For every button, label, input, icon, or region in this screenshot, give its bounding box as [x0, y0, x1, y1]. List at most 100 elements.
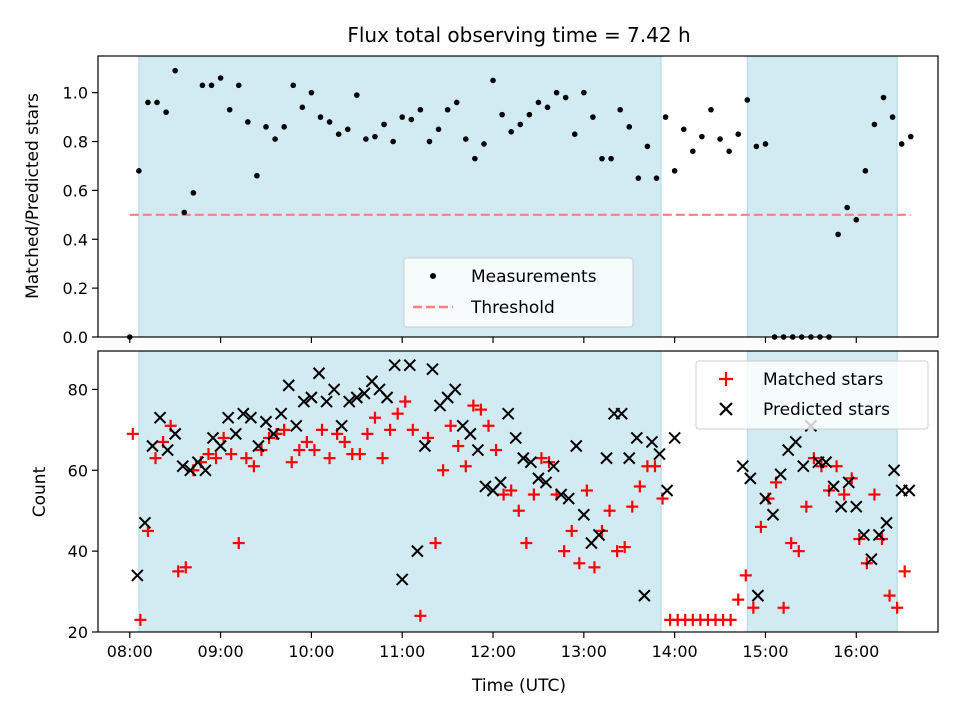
predicted-point	[570, 439, 583, 453]
predicted-point	[343, 395, 356, 408]
measurement-point	[608, 155, 614, 162]
y-tick-label: 80	[68, 380, 88, 399]
matched-point	[149, 452, 162, 465]
predicted-point	[282, 379, 295, 392]
predicted-point	[131, 569, 144, 582]
predicted-point	[199, 464, 212, 477]
predicted-point	[327, 383, 341, 396]
legend-matched-marker	[719, 372, 733, 386]
matched-point	[868, 488, 881, 501]
matched-point	[724, 613, 737, 626]
y-tick-label: 20	[68, 623, 88, 642]
ratio-legend: Measurements Threshold	[403, 257, 634, 328]
y-tick-label: 60	[68, 461, 88, 480]
measurement-point	[199, 82, 206, 89]
matched-point	[558, 545, 571, 558]
x-tick-label: 15:00	[742, 642, 788, 661]
matched-point	[308, 444, 321, 457]
observing-window-band	[138, 350, 662, 633]
measurement-point	[635, 175, 642, 181]
observing-window-band	[746, 55, 898, 338]
count-axes-frame	[97, 350, 939, 633]
matched-point	[520, 537, 533, 550]
measurement-point	[853, 216, 860, 223]
predicted-point	[842, 476, 855, 489]
matched-point	[490, 444, 503, 457]
matched-point	[883, 589, 896, 602]
measurement-point	[481, 141, 487, 147]
legend-predicted-marker	[719, 402, 733, 416]
matched-point	[777, 601, 790, 614]
predicted-point	[221, 411, 235, 424]
measurement-point	[562, 94, 569, 101]
matched-point	[603, 504, 616, 517]
predicted-point	[600, 451, 613, 465]
predicted-point	[479, 480, 492, 493]
legend-measurement-marker	[430, 273, 436, 279]
predicted-point	[229, 427, 242, 441]
x-tick-label: 16:00	[833, 642, 879, 661]
legend-threshold-label: Threshold	[470, 298, 555, 318]
measurement-point	[181, 209, 188, 216]
matched-point	[800, 500, 813, 513]
predicted-point	[335, 419, 348, 433]
legend-predicted-label: Predicted stars	[763, 400, 890, 420]
measurement-point	[835, 231, 841, 238]
matched-point	[573, 557, 586, 570]
measurement-point	[172, 67, 178, 74]
observing-windows	[138, 55, 898, 338]
predicted-point	[214, 439, 227, 453]
x-tick-label: 11:00	[379, 642, 425, 661]
measurement-point	[717, 136, 723, 142]
count-y-axis-label: Count	[30, 466, 50, 517]
predicted-point	[146, 439, 159, 453]
matched-points	[126, 395, 911, 626]
measurement-point	[281, 124, 287, 130]
predicted-point	[176, 460, 189, 473]
predicted-point	[638, 589, 651, 602]
predicted-point	[759, 492, 772, 505]
measurement-point	[344, 126, 351, 133]
predicted-point	[267, 427, 280, 441]
matched-point	[368, 411, 381, 424]
measurement-point	[154, 99, 160, 106]
measurement-point	[599, 155, 605, 162]
measurement-point	[644, 143, 651, 150]
measurement-point	[245, 119, 251, 125]
predicted-point	[668, 431, 681, 445]
predicted-point	[887, 464, 901, 477]
predicted-point	[418, 439, 432, 453]
legend-matched-label: Matched stars	[763, 370, 883, 390]
measurement-point	[408, 116, 415, 123]
ratio-axes-frame	[97, 55, 939, 338]
matched-point	[384, 423, 397, 436]
matched-point	[739, 569, 752, 582]
predicted-point	[501, 407, 515, 420]
measurement-point	[363, 136, 369, 142]
measurement-point	[844, 204, 850, 211]
matched-point	[399, 395, 412, 408]
y-tick-label: 40	[68, 542, 88, 561]
legend-measurements-label: Measurements	[471, 267, 597, 287]
ratio-y-axis-label: Matched/Predicted stars	[23, 93, 43, 299]
measurement-point	[217, 75, 224, 81]
measurement-point	[145, 99, 151, 106]
measurement-point	[290, 82, 297, 89]
predicted-point	[789, 435, 802, 449]
matched-point	[626, 500, 639, 513]
x-tick-label: 09:00	[198, 642, 244, 661]
measurement-point	[226, 106, 233, 113]
measurement-point	[581, 89, 587, 96]
predicted-points	[131, 358, 916, 602]
predicted-point	[774, 468, 787, 481]
x-tick-label: 08:00	[107, 642, 153, 661]
predicted-point	[320, 395, 333, 408]
measurement-point	[571, 131, 578, 137]
predicted-point	[744, 472, 757, 485]
count-x-ticks: 08:00 09:00 10:00 11:00 12:00 13:00 14:00 15:00…	[107, 632, 879, 661]
y-tick-label: 0.0	[63, 328, 88, 347]
matched-point	[316, 423, 328, 436]
matched-point	[391, 407, 404, 420]
ratio-x-ticks	[129, 337, 857, 343]
x-tick-label: 10:00	[288, 642, 334, 661]
